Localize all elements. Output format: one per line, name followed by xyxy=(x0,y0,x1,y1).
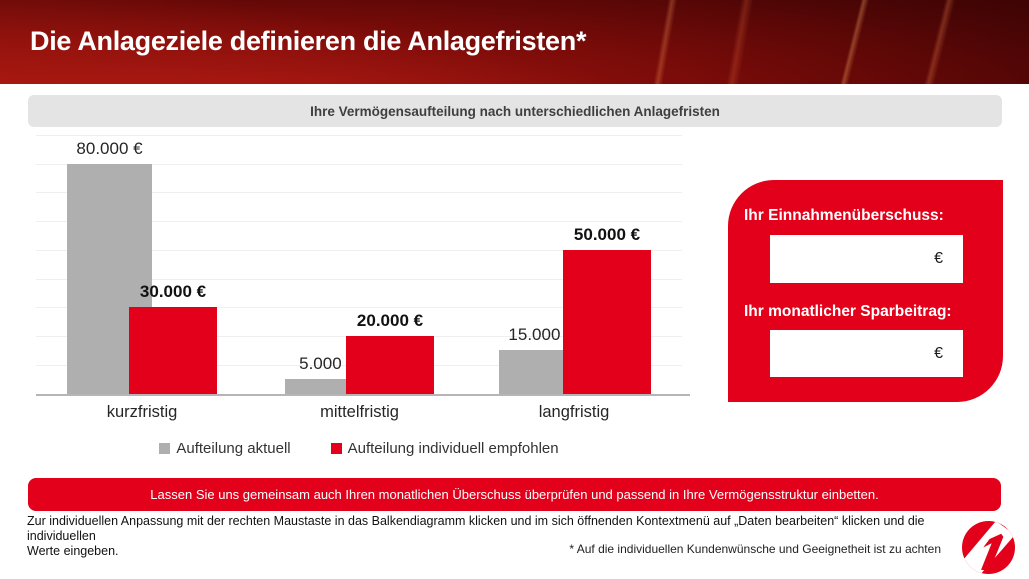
value-label: 15.000 € xyxy=(508,325,575,345)
category-label-mittelfristig: mittelfristig xyxy=(320,403,399,421)
page-title: Die Anlageziele definieren die Anlagefri… xyxy=(30,26,587,56)
legend-label: Aufteilung individuell empfohlen xyxy=(347,439,559,457)
legend-item-aktuell: Aufteilung aktuell xyxy=(159,439,291,457)
gridline xyxy=(36,192,682,194)
bar-langfristig-empfohlen[interactable] xyxy=(563,249,651,394)
footnote: * Auf die individuellen Kundenwünsche un… xyxy=(569,542,941,556)
chart-title: Ihre Vermögensaufteilung nach unterschie… xyxy=(310,103,720,119)
income-surplus-input-box[interactable]: € xyxy=(770,235,963,283)
savings-rate-input-box[interactable]: € xyxy=(770,330,963,377)
gridline xyxy=(36,307,682,309)
income-surplus-input[interactable] xyxy=(770,250,935,268)
value-label: 20.000 € xyxy=(356,311,424,330)
value-label: 30.000 € xyxy=(139,282,207,302)
savings-rate-label: Ihr monatlicher Sparbeitrag: xyxy=(744,303,952,320)
gridline xyxy=(36,134,682,136)
bar-mittelfristig-empfohlen[interactable] xyxy=(346,336,434,394)
euro-suffix: € xyxy=(934,250,943,267)
chart-legend: Aufteilung aktuell Aufteilung individuel… xyxy=(36,439,682,457)
gridline xyxy=(36,163,682,165)
value-label: 5.000 € xyxy=(299,354,356,374)
footer-line: Werte eingeben. xyxy=(27,544,119,558)
footer-instructions: Zur individuellen Anpassung mit der rech… xyxy=(27,514,927,559)
x-axis xyxy=(36,393,690,396)
value-label: 50.000 € xyxy=(573,224,641,244)
legend-swatch-red xyxy=(330,442,342,454)
gridline xyxy=(36,221,682,222)
savings-rate-input[interactable] xyxy=(770,344,935,363)
income-surplus-label: Ihr Einnahmenüberschuss: xyxy=(744,207,944,224)
advice-banner-text: Lassen Sie uns gemeinsam auch Ihren mona… xyxy=(150,487,879,502)
category-label-langfristig: langfristig xyxy=(538,403,610,421)
chart-title-bar: Ihre Vermögensaufteilung nach unterschie… xyxy=(28,95,1002,127)
bar-kurzfristig-empfohlen[interactable] xyxy=(129,307,217,394)
legend-swatch-gray xyxy=(159,442,171,454)
legend-label: Aufteilung aktuell xyxy=(176,439,291,457)
unicredit-1-logo-icon xyxy=(962,521,1015,574)
input-panel: Ihr Einnahmenüberschuss: € Ihr monatlich… xyxy=(728,180,1003,402)
legend-item-empfohlen: Aufteilung individuell empfohlen xyxy=(330,439,559,457)
advice-banner: Lassen Sie uns gemeinsam auch Ihren mona… xyxy=(28,478,1001,511)
header-banner: Die Anlageziele definieren die Anlagefri… xyxy=(0,0,1029,84)
value-label: 80.000 € xyxy=(76,138,143,158)
footer-line: Zur individuellen Anpassung mit der rech… xyxy=(27,514,925,543)
category-label-kurzfristig: kurzfristig xyxy=(106,403,178,421)
euro-suffix: € xyxy=(934,344,943,362)
gridline xyxy=(36,249,682,251)
gridline xyxy=(36,278,682,280)
